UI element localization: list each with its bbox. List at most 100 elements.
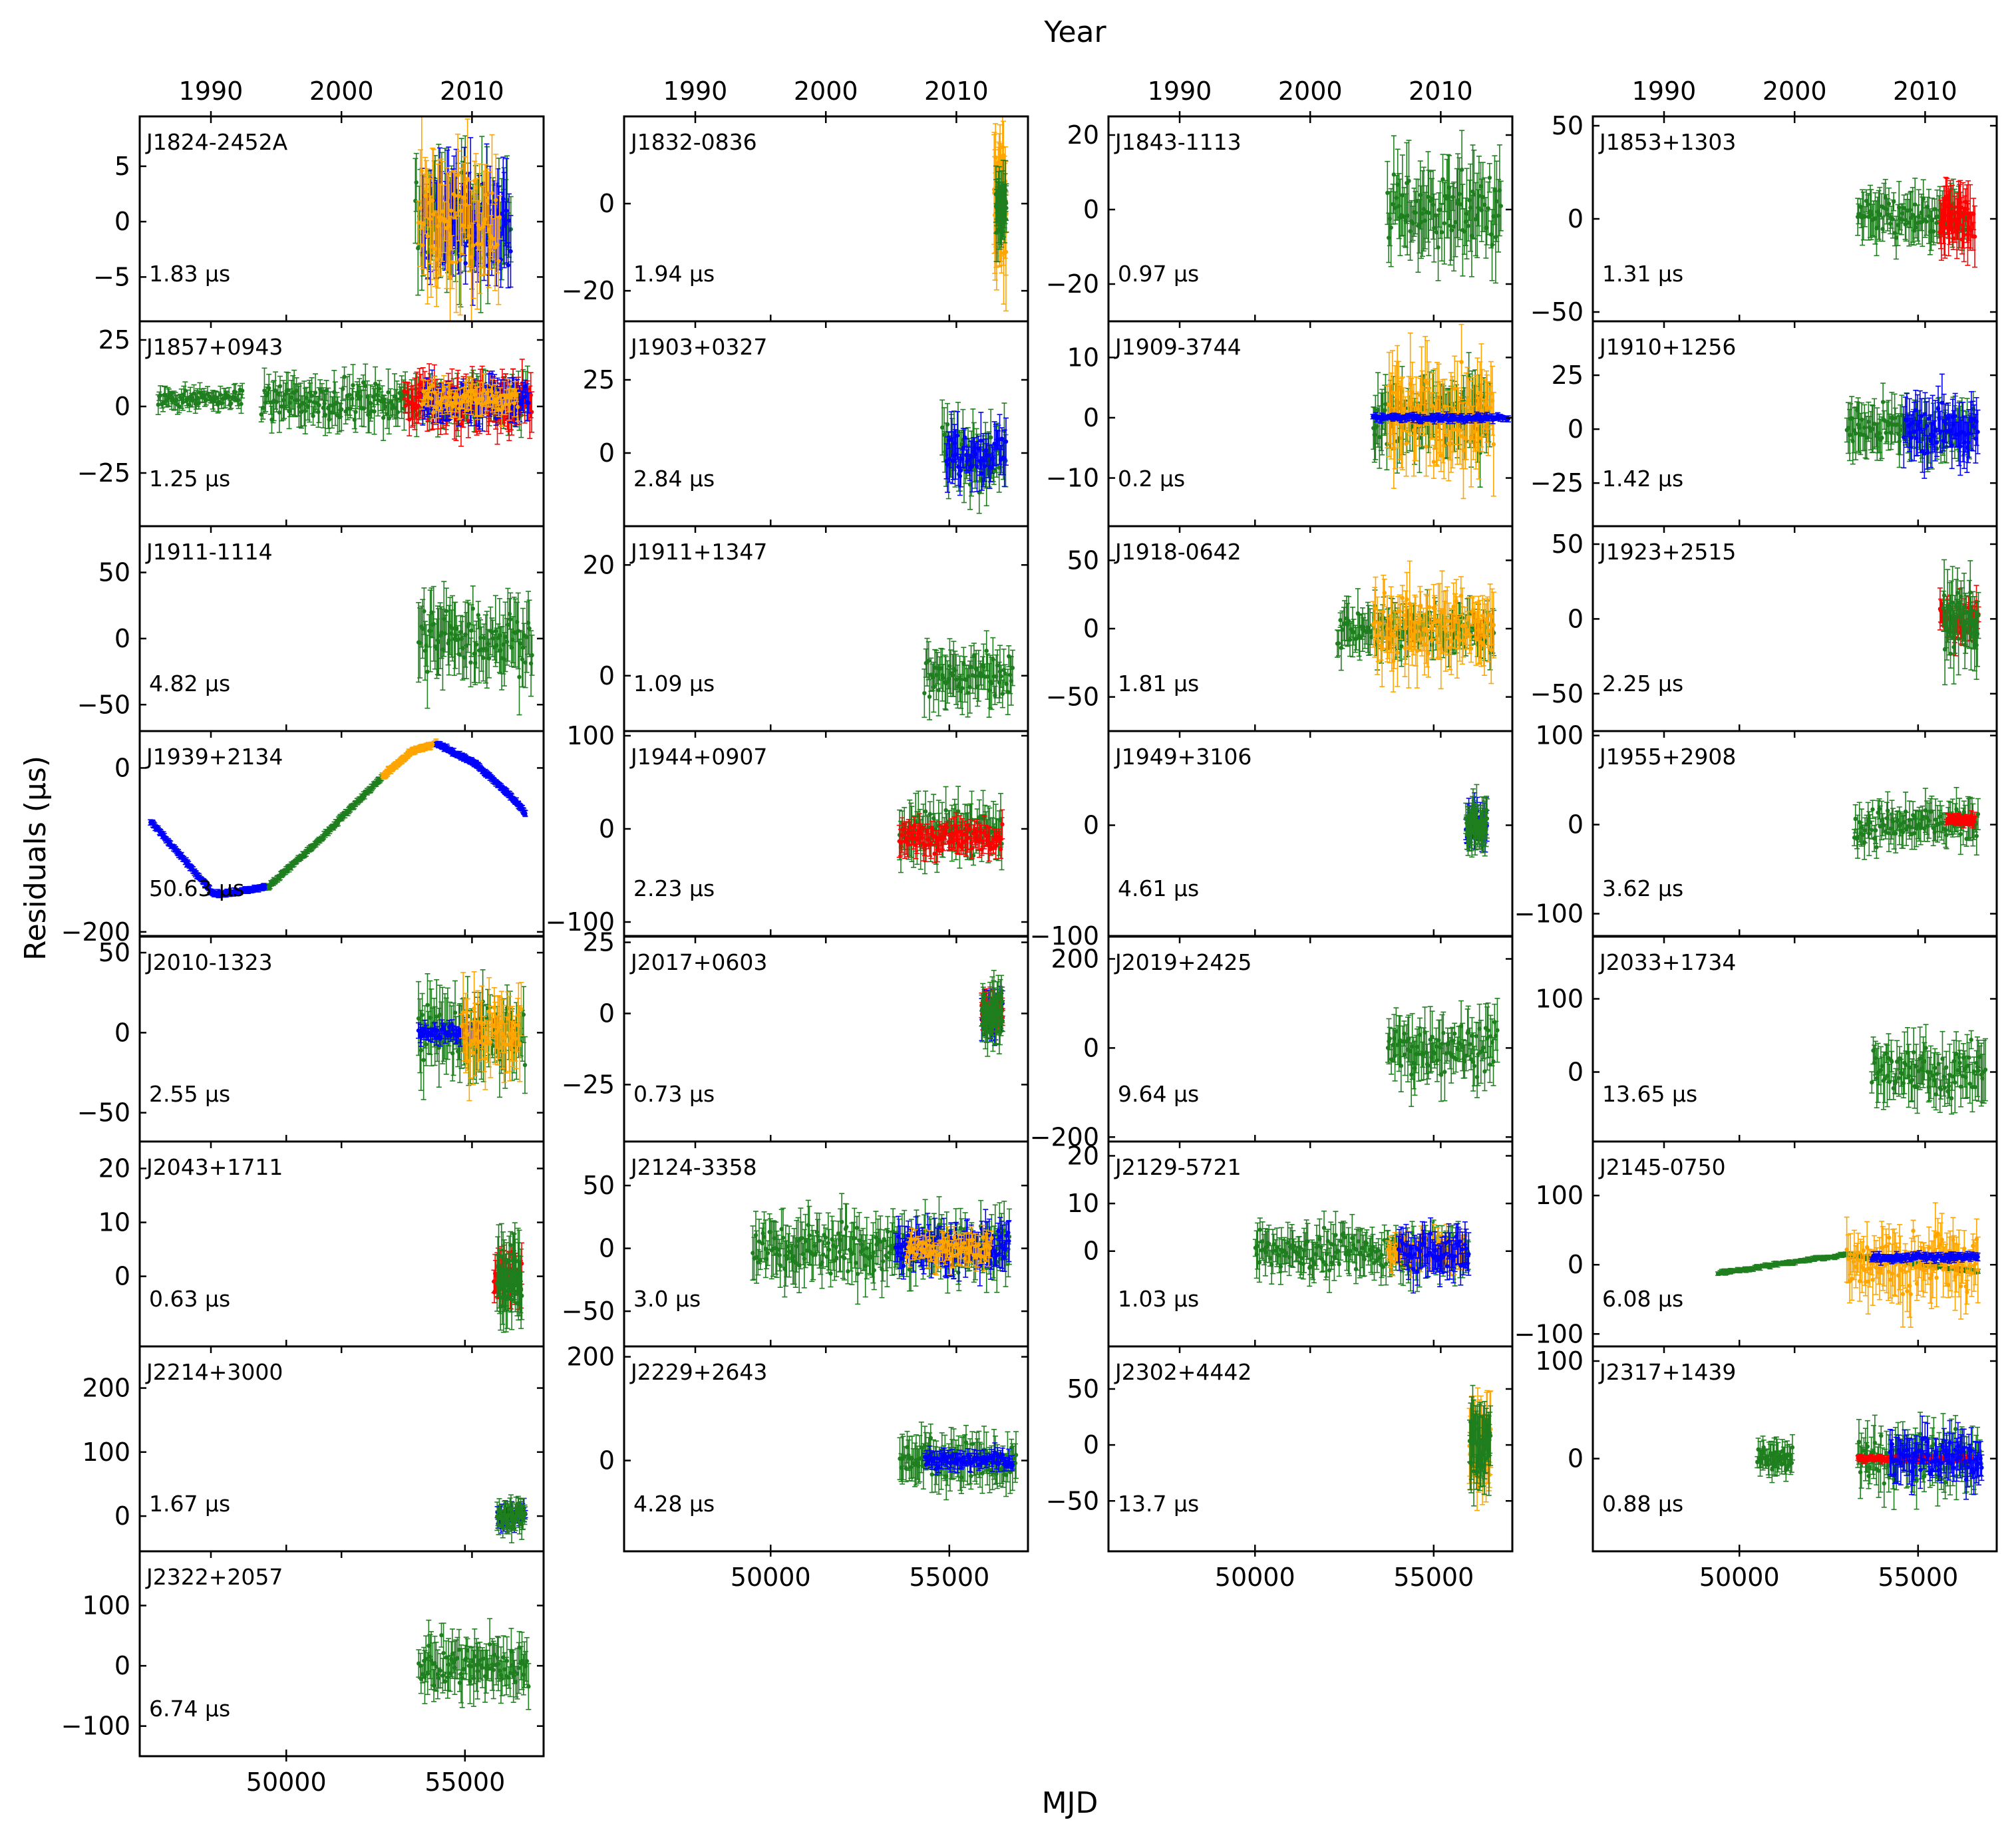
data-point — [281, 398, 285, 402]
data-point — [316, 410, 321, 414]
rms-value: 0.97 μs — [1118, 261, 1199, 287]
data-point — [399, 394, 404, 400]
data-point — [989, 435, 993, 440]
data-point — [429, 396, 434, 401]
data-point — [428, 217, 432, 222]
data-point — [1436, 245, 1440, 250]
data-point — [323, 412, 328, 417]
data-point — [430, 383, 435, 388]
data-point — [1921, 196, 1926, 202]
panel-data-points — [991, 116, 1009, 312]
y-tick-label: 20 — [1067, 120, 1099, 150]
data-point — [1943, 226, 1947, 230]
data-point — [495, 396, 500, 401]
data-point — [1407, 178, 1411, 184]
data-point — [1438, 208, 1442, 212]
data-point — [351, 383, 355, 388]
data-point — [1934, 221, 1939, 226]
data-point — [427, 385, 432, 390]
data-point — [975, 464, 979, 469]
data-point — [277, 384, 283, 388]
pulsar-name: J1903+0327 — [629, 334, 767, 360]
data-point — [1003, 439, 1009, 444]
data-point — [983, 448, 989, 453]
pulsar-name: J1832-0836 — [629, 129, 757, 155]
data-point — [1458, 202, 1462, 207]
data-point — [470, 388, 475, 394]
y-tick-label: −5 — [93, 262, 130, 291]
rms-value: 2.84 μs — [633, 466, 715, 492]
data-point — [353, 410, 358, 414]
data-point — [309, 393, 314, 398]
data-point — [267, 386, 271, 390]
data-point — [416, 403, 421, 408]
data-point — [490, 191, 494, 196]
data-point — [1914, 225, 1918, 230]
data-point — [450, 404, 455, 409]
data-point — [1391, 202, 1395, 207]
panel-j1853+1303: −50 0 50 J1853+1303 1.31 μs 1990 2000 2010 — [1530, 77, 1998, 327]
data-point — [361, 380, 366, 385]
data-point — [999, 436, 1005, 441]
data-point — [959, 442, 964, 447]
year-tick-label: 2000 — [1278, 77, 1343, 106]
data-point — [1931, 229, 1936, 234]
data-point — [463, 261, 468, 265]
data-point — [497, 215, 502, 220]
data-point — [956, 464, 961, 469]
data-point — [939, 425, 945, 430]
data-point — [496, 259, 501, 263]
rms-value: 1.83 μs — [149, 261, 230, 287]
data-point — [236, 398, 241, 402]
year-tick-label: 1990 — [179, 77, 244, 106]
data-point — [1886, 202, 1892, 206]
data-point — [363, 384, 368, 388]
data-point — [377, 386, 382, 391]
data-point — [342, 375, 347, 379]
data-point — [1948, 204, 1953, 208]
data-point — [440, 396, 444, 400]
data-point — [465, 176, 470, 182]
panel-data-points — [1855, 176, 1978, 268]
data-point — [405, 389, 410, 394]
year-tick-label: 2000 — [794, 77, 858, 106]
y-tick-label: −25 — [77, 458, 130, 488]
rms-value: 1.31 μs — [1602, 261, 1683, 287]
rms-value: 1.25 μs — [149, 466, 230, 492]
year-tick-label: 1990 — [663, 77, 728, 106]
data-point — [281, 404, 287, 410]
pulsar-name: J1824-2452A — [145, 129, 288, 155]
data-point — [1908, 208, 1913, 212]
panel-j1857+0943: −25 0 25 J1857+0943 1.25 μs — [77, 320, 545, 528]
data-point — [386, 390, 391, 394]
data-point — [313, 390, 318, 395]
data-point — [1467, 198, 1472, 203]
data-point — [227, 394, 232, 399]
y-tick-label: 0 — [114, 207, 130, 236]
y-tick-label: −50 — [1530, 297, 1584, 327]
y-tick-label: −20 — [562, 276, 615, 305]
data-point — [489, 389, 494, 394]
y-tick-label: 0 — [599, 189, 615, 218]
data-point — [506, 218, 512, 223]
data-point — [415, 395, 419, 400]
data-point — [307, 398, 312, 404]
data-point — [1478, 184, 1483, 189]
panel-j1843-1113: −20 0 20 J1843-1113 0.97 μs 1990 2000 2010 — [1046, 77, 1514, 323]
y-axis-title: Residuals (μs) — [19, 756, 53, 961]
data-point — [1383, 408, 1387, 412]
year-tick-label: 1990 — [1632, 77, 1697, 106]
data-point — [430, 198, 435, 203]
data-point — [1494, 199, 1499, 204]
panel-data-points — [413, 116, 514, 321]
y-tick-label: 0 — [599, 438, 615, 468]
data-point — [1476, 206, 1480, 210]
data-point — [183, 388, 188, 393]
data-point — [233, 390, 238, 394]
y-tick-label: 0 — [1568, 204, 1584, 233]
data-point — [262, 388, 267, 393]
panel-data-points — [155, 359, 535, 447]
data-point — [229, 401, 234, 406]
data-point — [503, 222, 508, 226]
